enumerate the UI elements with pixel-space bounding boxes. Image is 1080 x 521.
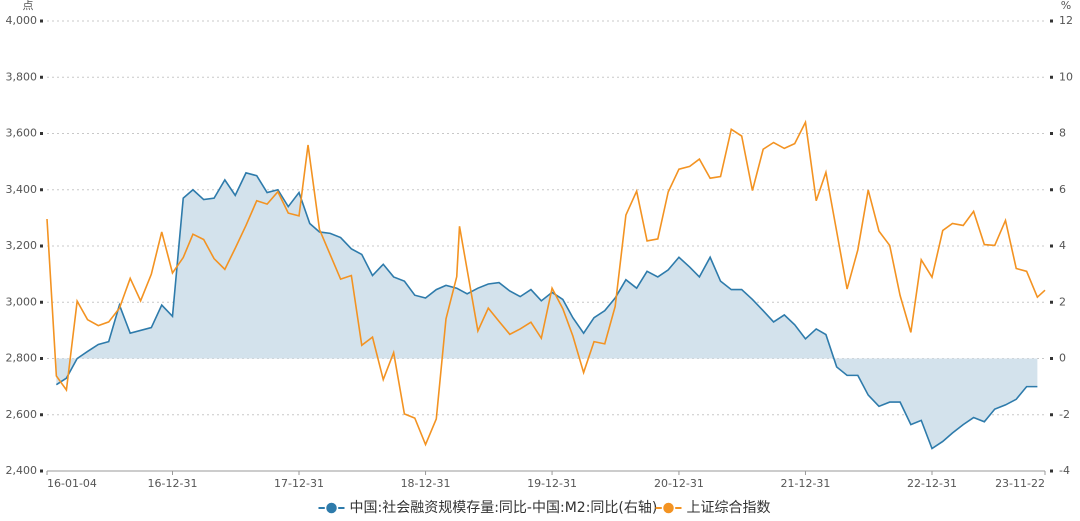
y2-tick-label: 12 [1059, 14, 1073, 27]
y2-tick-mark [1050, 188, 1053, 192]
series-line [55, 171, 1038, 450]
y2-tick-mark [1050, 300, 1053, 304]
legend-marker [324, 501, 339, 515]
x-tick-label: 17-12-31 [274, 477, 324, 490]
y2-tick-mark [1050, 357, 1053, 360]
plot [46, 119, 1046, 450]
x-tick-label: 16-12-31 [148, 477, 198, 490]
y-tick-mark [40, 75, 43, 79]
x-tick-label: 20-12-31 [654, 477, 704, 490]
y-tick-label: 3,000 [6, 295, 38, 308]
legend-marker [661, 501, 676, 515]
y-tick-mark [40, 357, 43, 360]
x-tick-label: 18-12-31 [401, 477, 451, 490]
y-tick-label: 2,800 [6, 352, 38, 365]
y-tick-mark [40, 188, 43, 192]
y-tick-label: 2,400 [6, 464, 38, 477]
y2-tick-label: 6 [1059, 183, 1066, 196]
y-tick-label: 3,400 [6, 183, 38, 196]
series-line [46, 119, 1046, 447]
y2-tick-label: -2 [1059, 408, 1070, 421]
y2-tick-mark [1050, 244, 1053, 248]
y2-tick-label: 4 [1059, 239, 1066, 252]
y-tick-label: 2,600 [6, 408, 38, 421]
y-tick-mark [40, 132, 43, 135]
legend-text: 中国:社会融资规模存量:同比-中国:M2:同比(右轴) [350, 500, 658, 516]
y2-tick-mark [1050, 19, 1053, 23]
y-tick-label: 3,800 [6, 70, 38, 83]
legend-text: 上证综合指数 [687, 500, 771, 516]
x-tick-label: 16-01-04 [47, 477, 97, 490]
y2-tick-mark [1050, 132, 1053, 135]
y2-tick-mark [1050, 469, 1053, 473]
y2-tick-label: 8 [1059, 127, 1066, 140]
y-tick-mark [40, 413, 43, 417]
y2-tick-label: 0 [1059, 352, 1066, 365]
y-tick-label: 3,200 [6, 239, 38, 252]
x-tick-label: 22-12-31 [907, 477, 957, 490]
y-tick-mark [40, 19, 43, 23]
x-tick-label: 23-11-22 [995, 477, 1045, 490]
y-axis-label: 点 [23, 0, 34, 12]
y-tick-mark [40, 300, 43, 304]
y2-tick-mark [1050, 75, 1053, 79]
y-tick-label: 4,000 [6, 14, 38, 27]
y2-axis-label: % [1061, 0, 1071, 12]
x-tick-label: 19-12-31 [527, 477, 577, 490]
x-tick-label: 21-12-31 [780, 477, 830, 490]
y-tick-mark [40, 244, 43, 248]
y-tick-mark [40, 469, 43, 473]
y2-tick-mark [1050, 413, 1053, 417]
y2-tick-label: -4 [1059, 464, 1070, 477]
y2-tick-label: 10 [1059, 70, 1073, 83]
y2-tick-label: 2 [1059, 295, 1066, 308]
y-tick-label: 3,600 [6, 127, 38, 140]
